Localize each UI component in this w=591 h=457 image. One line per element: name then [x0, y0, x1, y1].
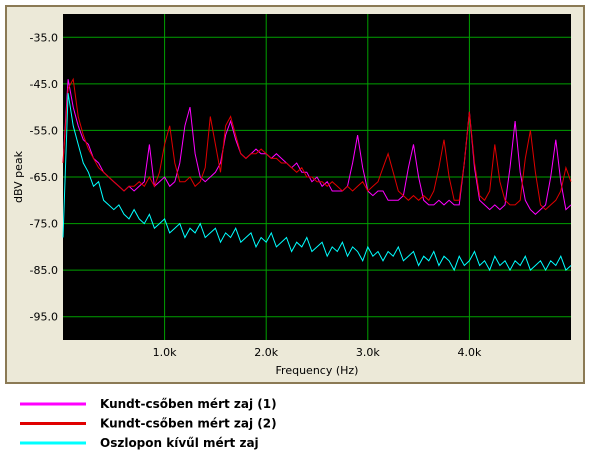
- series-line: [62, 93, 572, 272]
- y-tick-label: -75.0: [30, 218, 58, 231]
- x-axis-label: Frequency (Hz): [276, 364, 359, 377]
- legend-label: Kundt-csőben mért zaj (2): [100, 417, 277, 431]
- plot: [62, 14, 572, 340]
- legend-label: Oszlopon kívűl mért zaj: [100, 436, 259, 450]
- legend-label: Kundt-csőben mért zaj (1): [100, 397, 277, 411]
- y-tick-label: -85.0: [30, 264, 58, 277]
- y-tick-label: -95.0: [30, 311, 58, 324]
- y-tick-label: -55.0: [30, 124, 58, 137]
- series-line: [62, 79, 572, 215]
- y-tick-label: -45.0: [30, 78, 58, 91]
- y-tick-label: -65.0: [30, 171, 58, 184]
- x-tick-label: 3.0k: [356, 346, 380, 359]
- x-tick-label: 4.0k: [457, 346, 481, 359]
- x-tick-label: 2.0k: [254, 346, 278, 359]
- x-tick-label: 1.0k: [153, 346, 177, 359]
- y-tick-label: -35.0: [30, 31, 58, 44]
- series-line: [62, 77, 572, 211]
- legend: Kundt-csőben mért zaj (1) Kundt-csőben mé…: [20, 397, 277, 450]
- y-axis-label: dBV peak: [12, 150, 25, 203]
